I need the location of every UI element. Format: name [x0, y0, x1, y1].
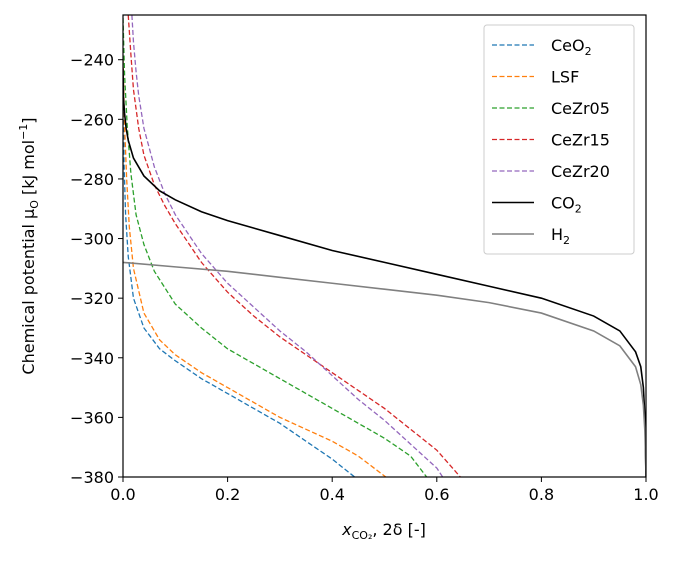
- series-line-co2: [123, 68, 646, 477]
- y-axis: −240 −260 −280 −300 −320 −340 −360 −380: [70, 51, 123, 487]
- y-tick-label: −300: [70, 230, 114, 249]
- legend-label: CeZr20: [551, 162, 610, 181]
- series-line-cezr15: [127, 15, 462, 477]
- legend-label: LSF: [551, 68, 579, 87]
- y-tick-label: −240: [70, 51, 114, 70]
- x-tick-label: 0.4: [319, 485, 344, 504]
- legend: CeO2 LSF CeZr05 CeZr15 CeZr20 CO2 H2: [483, 24, 635, 255]
- legend-label: CeZr05: [551, 99, 610, 118]
- series-line-cezr20: [131, 15, 444, 477]
- series-line-ceo2: [123, 59, 356, 477]
- legend-label: CeZr15: [551, 131, 610, 150]
- x-axis-label: xCO₂, 2δ [-]: [341, 520, 426, 542]
- series-line-cezr05: [123, 17, 428, 477]
- y-tick-label: −360: [70, 408, 114, 427]
- x-tick-label: 0.0: [110, 485, 135, 504]
- series-layer: [123, 15, 646, 477]
- legend-label: CeO2: [551, 36, 592, 58]
- x-tick-label: 0.2: [215, 485, 240, 504]
- y-tick-label: −320: [70, 289, 114, 308]
- legend-label: H2: [551, 225, 570, 247]
- series-line-lsf: [123, 59, 387, 477]
- x-tick-label: 0.8: [529, 485, 554, 504]
- y-tick-label: −280: [70, 170, 114, 189]
- plot-frame: [122, 14, 647, 478]
- series-line-h2: [123, 261, 646, 477]
- y-tick-label: −260: [70, 110, 114, 129]
- y-tick-label: −380: [70, 468, 114, 487]
- y-tick-label: −340: [70, 349, 114, 368]
- legend-label: CO2: [551, 194, 582, 216]
- x-tick-label: 0.6: [424, 485, 449, 504]
- y-axis-label: Chemical potential μO [kJ mol−1]: [17, 117, 41, 374]
- legend-box: [483, 24, 635, 255]
- x-axis: 0.0 0.2 0.4 0.6 0.8 1.0: [110, 477, 659, 504]
- x-tick-label: 1.0: [633, 485, 658, 504]
